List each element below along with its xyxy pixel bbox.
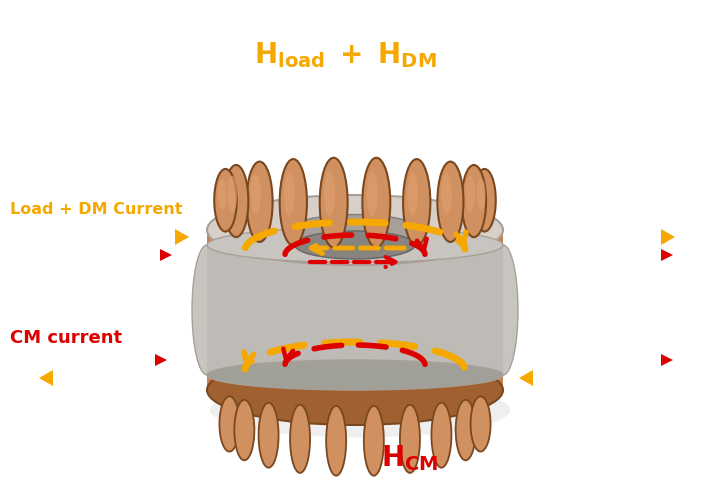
Text: $\mathbf{H}_{\mathbf{CM}}$: $\mathbf{H}_{\mathbf{CM}}$ — [381, 443, 439, 473]
Ellipse shape — [246, 162, 273, 242]
Ellipse shape — [437, 162, 464, 242]
Ellipse shape — [403, 159, 430, 246]
Text: CM current: CM current — [10, 329, 122, 347]
Bar — [207, 230, 503, 390]
Ellipse shape — [258, 402, 278, 468]
Ellipse shape — [284, 172, 295, 215]
Ellipse shape — [362, 158, 391, 248]
Ellipse shape — [400, 405, 420, 473]
Ellipse shape — [465, 176, 475, 212]
Ellipse shape — [324, 171, 335, 216]
Ellipse shape — [219, 396, 239, 452]
FancyArrow shape — [39, 370, 163, 386]
Ellipse shape — [326, 406, 346, 475]
Bar — [207, 245, 503, 375]
Ellipse shape — [214, 169, 236, 232]
Ellipse shape — [407, 172, 418, 215]
Ellipse shape — [234, 400, 254, 460]
Ellipse shape — [488, 245, 518, 375]
Ellipse shape — [432, 402, 452, 468]
Ellipse shape — [364, 406, 384, 475]
FancyArrow shape — [519, 370, 661, 386]
FancyArrow shape — [50, 249, 172, 261]
FancyArrow shape — [548, 249, 673, 261]
Ellipse shape — [207, 228, 503, 262]
Ellipse shape — [290, 405, 310, 473]
FancyArrow shape — [50, 229, 189, 245]
Ellipse shape — [217, 178, 226, 210]
Ellipse shape — [210, 382, 510, 438]
Ellipse shape — [207, 355, 503, 425]
Bar — [207, 230, 503, 390]
Ellipse shape — [476, 178, 486, 210]
Ellipse shape — [192, 245, 222, 375]
Ellipse shape — [207, 195, 503, 265]
Ellipse shape — [474, 169, 496, 232]
Ellipse shape — [456, 400, 476, 460]
Text: $\mathbf{H}_{\mathbf{load}}$$\mathbf{\ +\ }$$\mathbf{H}_{\mathbf{DM}}$: $\mathbf{H}_{\mathbf{load}}$$\mathbf{\ +… — [253, 40, 437, 70]
Ellipse shape — [224, 165, 248, 237]
Ellipse shape — [295, 231, 415, 259]
Ellipse shape — [462, 165, 486, 237]
Ellipse shape — [228, 176, 237, 212]
Ellipse shape — [207, 360, 503, 390]
Ellipse shape — [442, 174, 452, 214]
Ellipse shape — [251, 174, 261, 214]
FancyArrow shape — [548, 354, 673, 366]
Ellipse shape — [471, 396, 491, 452]
FancyArrow shape — [533, 229, 675, 245]
Text: Load + DM Current: Load + DM Current — [10, 202, 182, 218]
Ellipse shape — [290, 214, 420, 246]
FancyArrow shape — [50, 354, 167, 366]
Ellipse shape — [320, 158, 348, 248]
Ellipse shape — [280, 159, 307, 246]
Ellipse shape — [366, 171, 378, 216]
